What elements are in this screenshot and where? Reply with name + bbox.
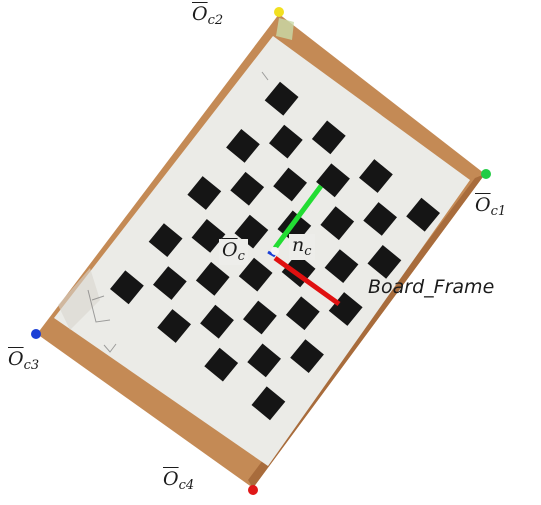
paper-stain — [58, 268, 100, 330]
checker-square — [187, 176, 222, 210]
checker-square — [251, 386, 286, 421]
checker-square — [367, 245, 402, 279]
checker-square — [363, 202, 397, 236]
checker-square — [157, 309, 191, 343]
corner-c1-point — [481, 169, 491, 179]
board-frame-label: Board_Frame — [368, 276, 495, 298]
checker-square — [148, 223, 183, 257]
checker-square — [273, 167, 307, 202]
checker-square — [200, 304, 234, 339]
checker-square — [153, 266, 187, 300]
normal-label: nc — [289, 234, 315, 260]
origin-point — [271, 247, 279, 255]
checker-square — [238, 257, 273, 292]
corner-c3-point — [31, 329, 41, 339]
corner-c1-label: Oc1 — [475, 194, 507, 219]
paper-sheet — [54, 36, 470, 466]
checker-square — [204, 347, 239, 382]
corner-c2-label: Oc2 — [192, 3, 224, 28]
checker-square — [311, 120, 346, 155]
tape-patch — [276, 18, 294, 40]
pencil-marks — [87, 71, 269, 353]
checker-square — [243, 300, 277, 335]
corner-c4-label: Oc4 — [163, 468, 195, 493]
checkerboard-pattern — [110, 81, 440, 421]
center-label: Oc — [219, 239, 248, 265]
corner-c3-label: Oc3 — [8, 348, 40, 373]
corner-c2-point — [274, 7, 284, 17]
x-axis-line — [273, 255, 341, 307]
checker-square — [316, 163, 350, 198]
checker-square — [290, 339, 324, 373]
checker-square — [285, 296, 320, 331]
checker-square — [269, 124, 303, 159]
checker-square — [110, 270, 144, 305]
checker-square — [230, 171, 265, 206]
corner-c4-point — [248, 485, 258, 495]
checker-square — [359, 159, 393, 193]
checker-square — [191, 219, 226, 253]
checker-square — [226, 129, 260, 163]
checker-square — [264, 81, 299, 116]
z-axis-line — [267, 250, 276, 258]
checker-square — [195, 261, 230, 296]
checker-square — [406, 197, 440, 232]
y-axis-line — [272, 184, 324, 250]
checker-square — [247, 343, 281, 378]
checker-square — [324, 249, 359, 283]
checker-square — [320, 206, 355, 241]
